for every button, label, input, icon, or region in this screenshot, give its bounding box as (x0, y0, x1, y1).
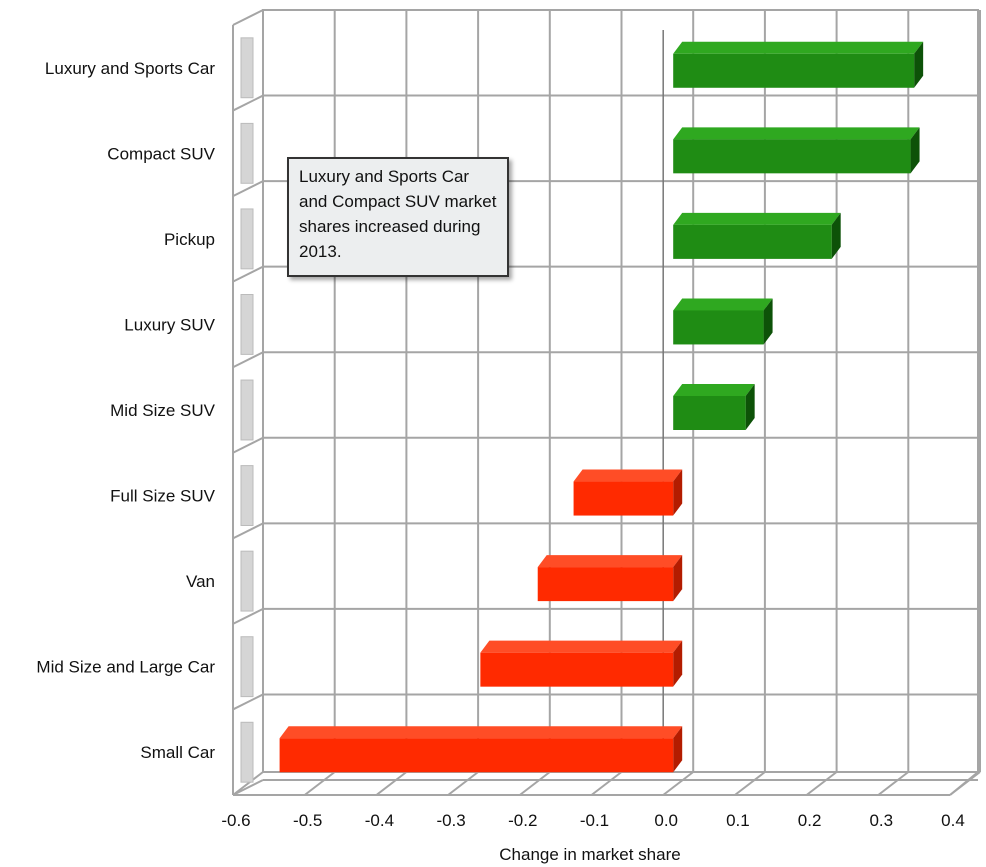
bar (673, 224, 832, 259)
x-tick-label: -0.6 (221, 811, 250, 830)
x-tick-label: -0.4 (365, 811, 394, 830)
left-wall-line (232, 180, 264, 198)
bar (480, 652, 674, 687)
category-label: Van (186, 572, 215, 591)
x-tick-label: -0.2 (508, 811, 537, 830)
bar-top (573, 469, 683, 482)
bar (673, 139, 911, 174)
bar-top (673, 41, 924, 54)
x-tick-labels: -0.6 -0.5 -0.4 -0.3 -0.2 -0.1 0.0 0.1 0.2 0.3 0.4 (221, 811, 964, 830)
wall-tab (240, 721, 254, 783)
wall-tab (240, 550, 254, 612)
bar-top (673, 384, 755, 396)
bar-side (673, 726, 683, 773)
bar-top (673, 212, 841, 225)
floor-gridline (375, 771, 408, 796)
bar-side (914, 41, 924, 88)
x-axis-title: Change in market share (499, 845, 680, 864)
floor-gridline (662, 771, 694, 796)
category-label: Luxury and Sports Car (45, 59, 215, 78)
left-wall-line (232, 779, 264, 796)
floor-gridline (232, 771, 264, 796)
left-wall-line (232, 607, 264, 625)
left-wall-line (232, 94, 264, 112)
bar (673, 310, 764, 345)
left-wall-line (232, 693, 264, 711)
x-tick-label: 0.1 (726, 811, 750, 830)
bar (673, 396, 746, 430)
bar-side (831, 212, 841, 259)
x-tick-label: -0.1 (580, 811, 609, 830)
x-tick-label: 0.0 (654, 811, 678, 830)
category-label: Mid Size SUV (110, 401, 216, 420)
x-tick-label: -0.5 (293, 811, 322, 830)
bar-side (673, 640, 683, 687)
left-wall-line (232, 351, 264, 369)
floor-gridline (805, 771, 838, 796)
category-label: Luxury SUV (124, 315, 215, 334)
chart-bars (279, 41, 924, 773)
bar-side (745, 384, 755, 430)
wall-tab (240, 465, 254, 527)
wall-tab (240, 636, 254, 698)
bar (537, 567, 674, 602)
wall-tab (240, 122, 254, 184)
x-tick-label: 0.4 (941, 811, 965, 830)
bar-top (673, 127, 920, 140)
floor-gridline (304, 771, 336, 796)
bar-side (673, 555, 683, 602)
floor-gridline (734, 771, 766, 796)
floor-gridline (877, 771, 909, 796)
bar (279, 738, 674, 773)
category-label: Mid Size and Large Car (36, 658, 215, 677)
floor-gridline (447, 771, 479, 796)
left-wall-line (232, 9, 264, 26)
bar (673, 53, 915, 88)
bar-top (537, 555, 683, 568)
bar-side (910, 127, 920, 174)
bar-top (279, 726, 683, 739)
left-wall-line (232, 265, 264, 283)
floor-gridline (590, 771, 623, 796)
floor-right-edge (949, 771, 979, 796)
bar-side (673, 469, 683, 516)
category-label: Pickup (164, 230, 215, 249)
wall-tab (240, 294, 254, 355)
category-labels: Luxury and Sports Car Compact SUV Pickup Lu… (36, 59, 215, 762)
floor-gridline (519, 771, 551, 796)
left-wall-line (232, 522, 264, 540)
wall-tab (240, 208, 254, 270)
left-wall-line (232, 436, 264, 454)
category-label: Small Car (140, 743, 215, 762)
x-tick-label: -0.3 (436, 811, 465, 830)
bar-top (673, 298, 773, 311)
category-label: Compact SUV (107, 144, 215, 163)
bar (573, 481, 674, 516)
x-tick-label: 0.3 (869, 811, 893, 830)
wall-tab (240, 379, 254, 441)
x-tick-label: 0.2 (798, 811, 822, 830)
bar-top (480, 640, 683, 653)
bar-side (763, 298, 773, 345)
wall-tab (240, 37, 254, 99)
annotation-box: Luxury and Sports Car and Compact SUV ma… (287, 157, 509, 277)
category-label: Full Size SUV (110, 487, 216, 506)
